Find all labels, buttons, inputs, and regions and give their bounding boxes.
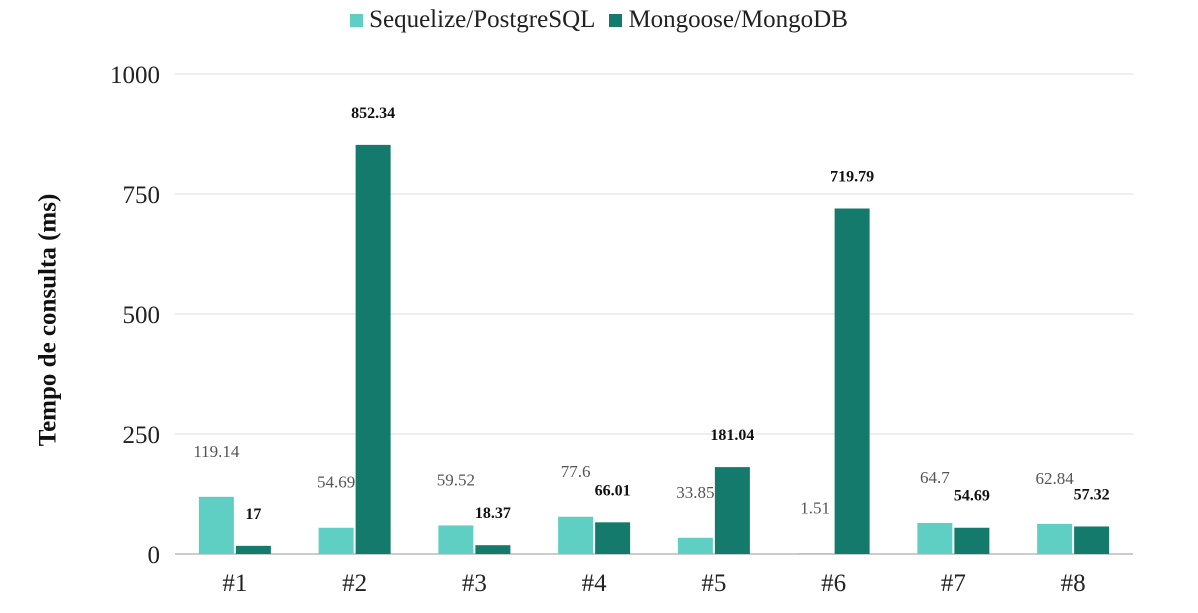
legend-swatch-mongodb [609,13,623,27]
bar [1074,526,1110,554]
legend-swatch-postgresql [350,13,364,27]
bar [558,516,594,554]
data-label: 1.51 [800,498,830,517]
bar [714,467,750,554]
bar [438,525,474,554]
bar [198,496,234,554]
data-label: 719.79 [830,169,874,186]
data-label: 33.85 [676,483,714,502]
data-label: 77.6 [561,462,591,481]
x-tick-label: #7 [941,570,966,597]
data-label: 62.84 [1036,469,1075,488]
x-tick-label: #6 [821,570,846,597]
data-label: 54.69 [954,488,990,505]
data-label: 852.34 [351,105,395,122]
bar [318,527,354,554]
bar [834,208,870,554]
y-tick-label: 750 [123,182,161,209]
x-tick-label: #4 [582,570,608,597]
y-tick-label: 500 [123,302,161,329]
bar [235,545,271,554]
legend-label-mongodb: Mongoose/MongoDB [628,6,848,33]
legend-item-postgresql: Sequelize/PostgreSQL [350,6,595,34]
x-tick-label: #5 [701,570,726,597]
data-label: 59.52 [437,470,475,489]
data-label: 18.37 [475,505,511,522]
data-label: 64.7 [920,468,950,487]
data-label: 181.04 [710,427,754,444]
bar [797,553,833,554]
x-tick-label: #8 [1061,570,1086,597]
bar [475,545,511,554]
data-label: 119.14 [193,442,240,461]
bar [595,522,631,554]
data-label: 54.69 [317,473,355,492]
legend-item-mongodb: Mongoose/MongoDB [609,6,848,34]
bar [355,144,391,554]
data-label: 17 [245,506,261,523]
y-tick-label: 0 [148,542,161,569]
bar [917,522,953,554]
x-tick-label: #3 [462,570,487,597]
bar [1037,523,1073,554]
data-label: 66.01 [595,482,631,499]
data-label: 57.32 [1074,486,1110,503]
chart-legend: Sequelize/PostgreSQL Mongoose/MongoDB [0,6,1198,34]
legend-label-postgresql: Sequelize/PostgreSQL [369,6,596,33]
y-tick-label: 250 [123,422,161,449]
x-tick-label: #2 [342,570,367,597]
bar [954,527,990,554]
bar [677,537,713,554]
x-tick-label: #1 [222,570,247,597]
y-tick-label: 1000 [110,62,160,89]
